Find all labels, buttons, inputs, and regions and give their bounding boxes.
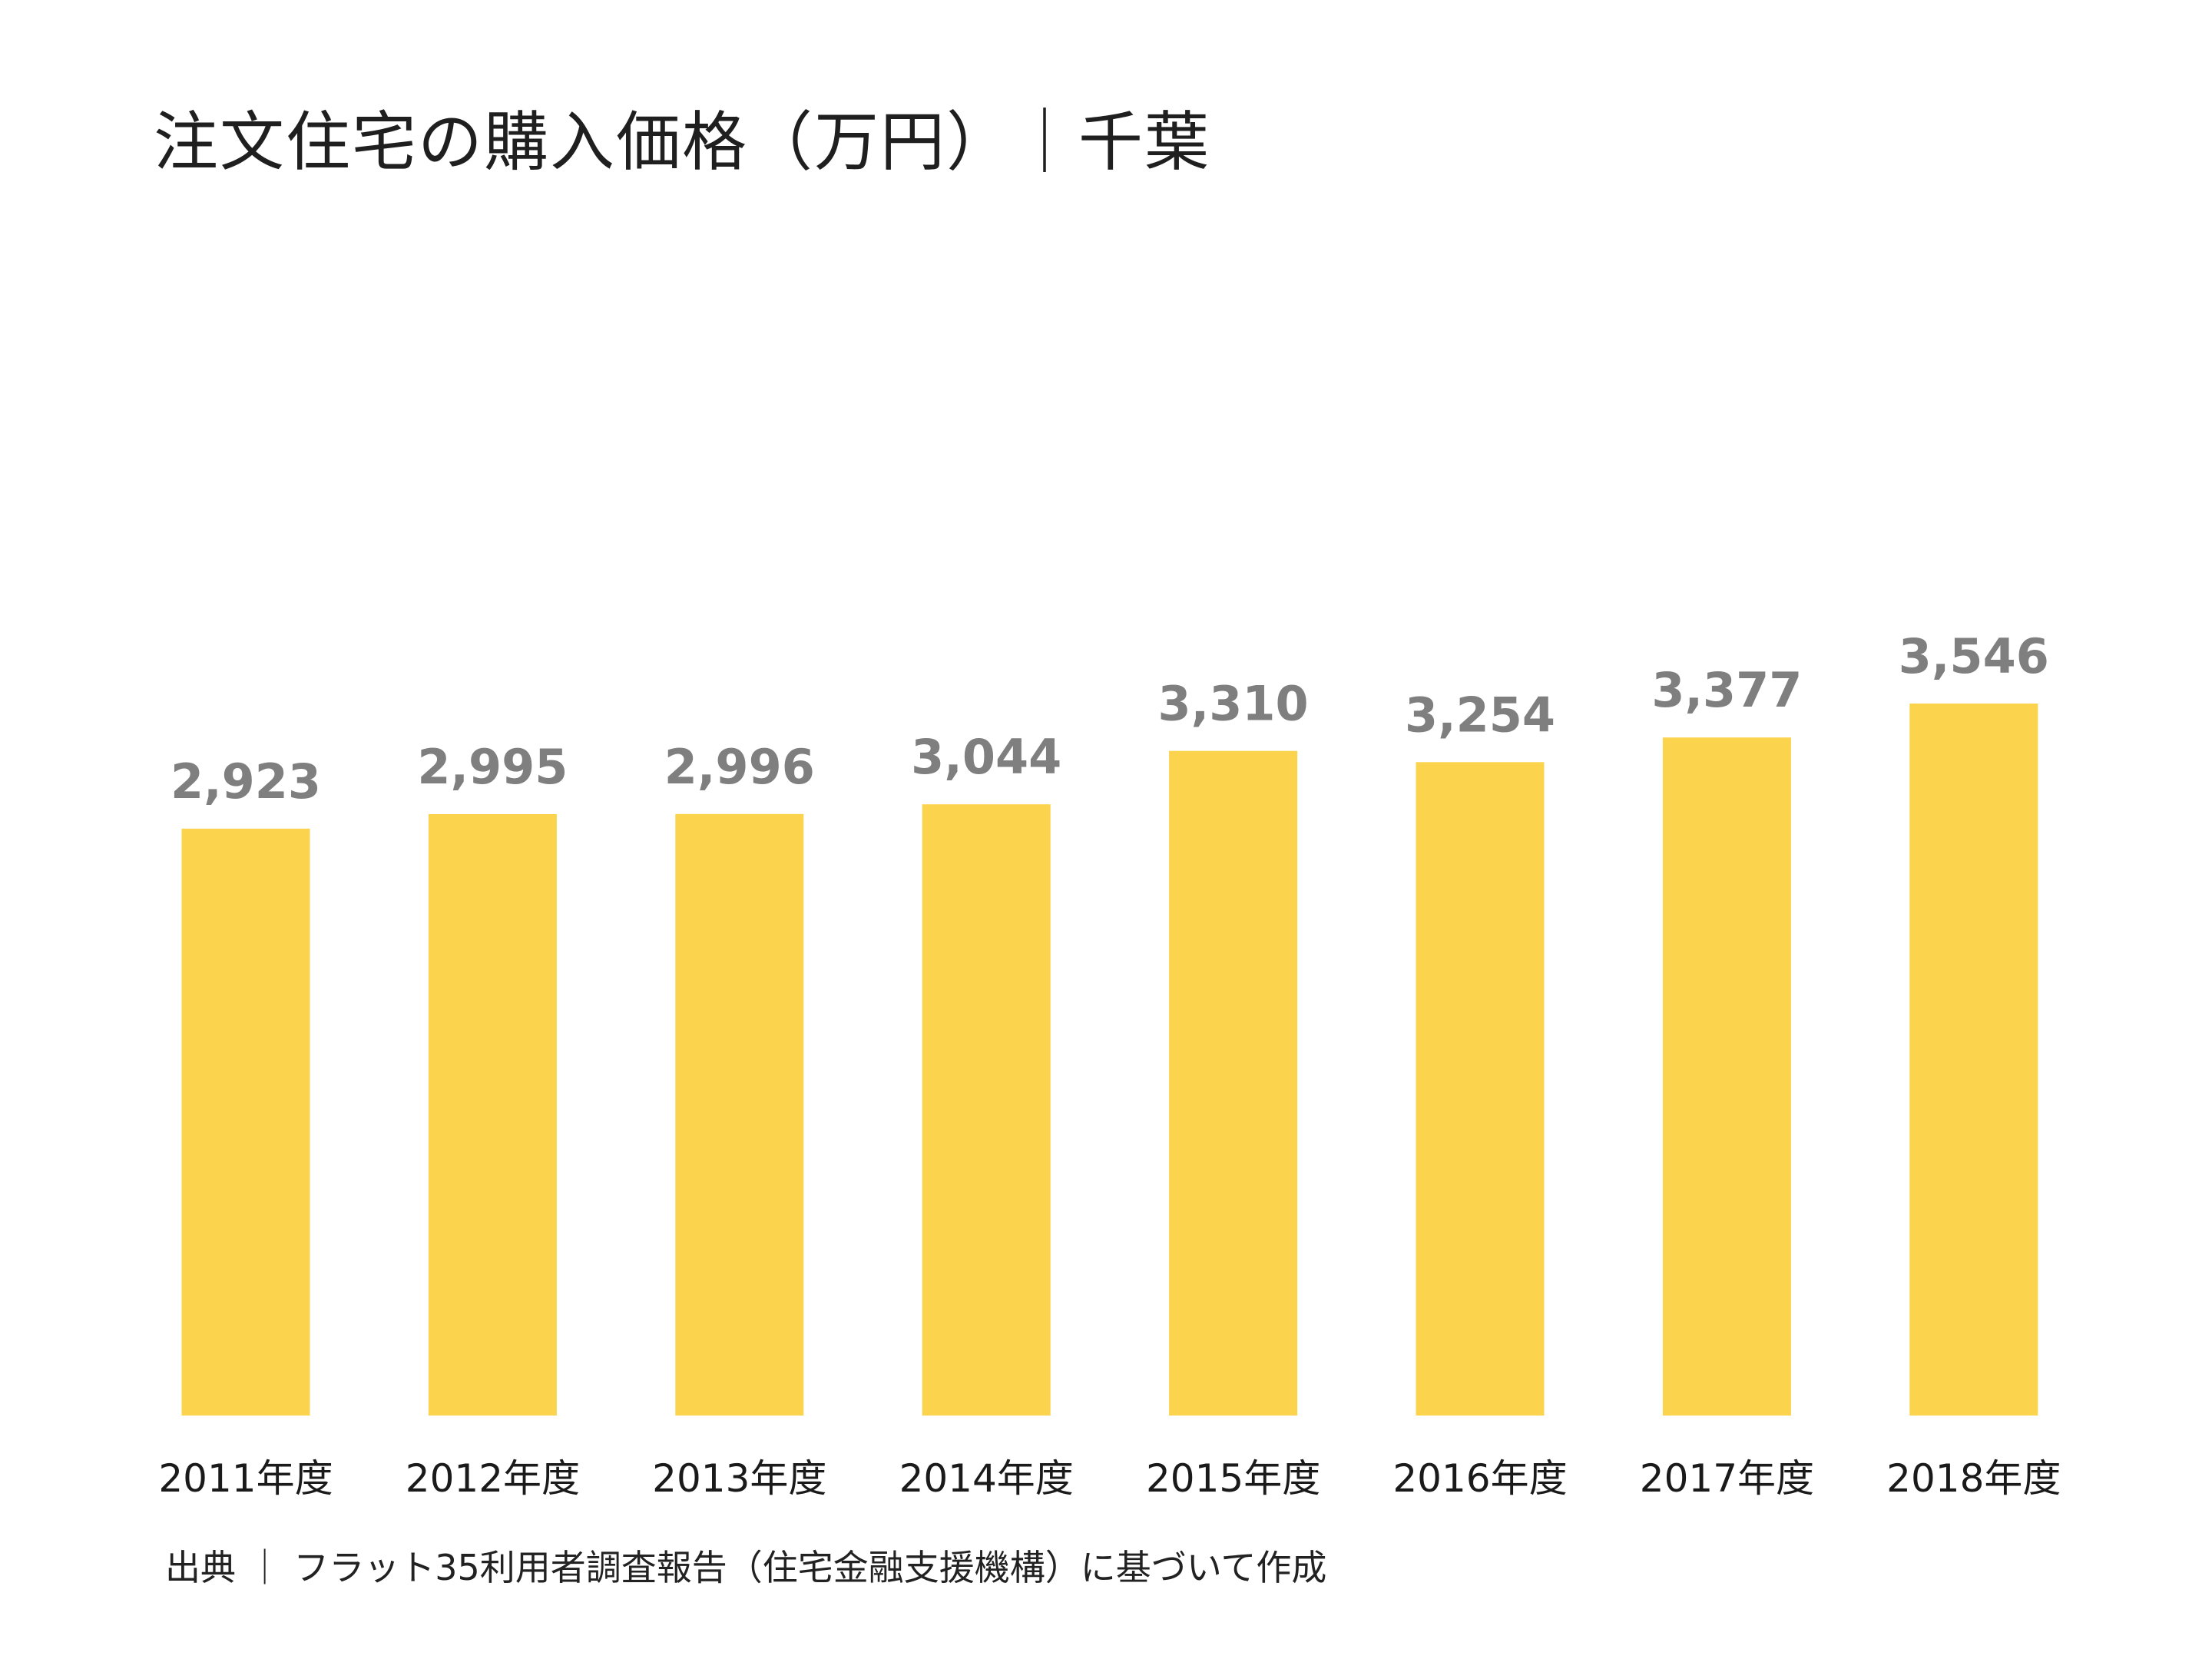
category-label-2017年度: 2017年度 [1640, 1456, 1814, 1501]
category-label-2014年度: 2014年度 [899, 1456, 1074, 1501]
category-label-2013年度: 2013年度 [652, 1456, 826, 1501]
category-label-2015年度: 2015年度 [1146, 1456, 1320, 1501]
value-labels-group: 2,923 2,995 2,996 3,044 3,310 3,254 3,377 3,546 [171, 628, 2049, 810]
bar-2014年度 [922, 804, 1051, 1416]
bar-2011年度 [181, 828, 310, 1416]
category-label-2011年度: 2011年度 [158, 1456, 333, 1501]
bars-group [181, 704, 2038, 1416]
value-label-2016年度: 3,254 [1405, 687, 1555, 743]
value-label-2011年度: 2,923 [171, 753, 321, 810]
value-label-2015年度: 3,310 [1158, 676, 1309, 732]
chart-title: 注文住宅の購入価格（万円）｜千葉 [154, 104, 1211, 180]
bar-2018年度 [1909, 704, 2038, 1416]
bar-2017年度 [1662, 737, 1791, 1416]
source-note: 出典 ｜ フラット35利用者調査報告（住宅金融支援機構）に基づいて作成 [165, 1547, 1327, 1588]
value-label-2012年度: 2,995 [417, 739, 568, 795]
bar-2013年度 [675, 813, 804, 1416]
bar-2015年度 [1169, 750, 1298, 1416]
value-label-2014年度: 3,044 [911, 729, 1061, 785]
value-label-2017年度: 3,377 [1651, 662, 1802, 718]
bar-2016年度 [1416, 762, 1545, 1416]
category-labels-group: 2011年度 2012年度 2013年度 2014年度 2015年度 2016年度 2017… [158, 1456, 2061, 1501]
bar-2012年度 [428, 814, 557, 1416]
category-label-2016年度: 2016年度 [1392, 1456, 1567, 1501]
value-label-2018年度: 3,546 [1899, 628, 2049, 684]
value-label-2013年度: 2,996 [664, 739, 815, 795]
category-label-2012年度: 2012年度 [406, 1456, 580, 1501]
category-label-2018年度: 2018年度 [1886, 1456, 2061, 1501]
